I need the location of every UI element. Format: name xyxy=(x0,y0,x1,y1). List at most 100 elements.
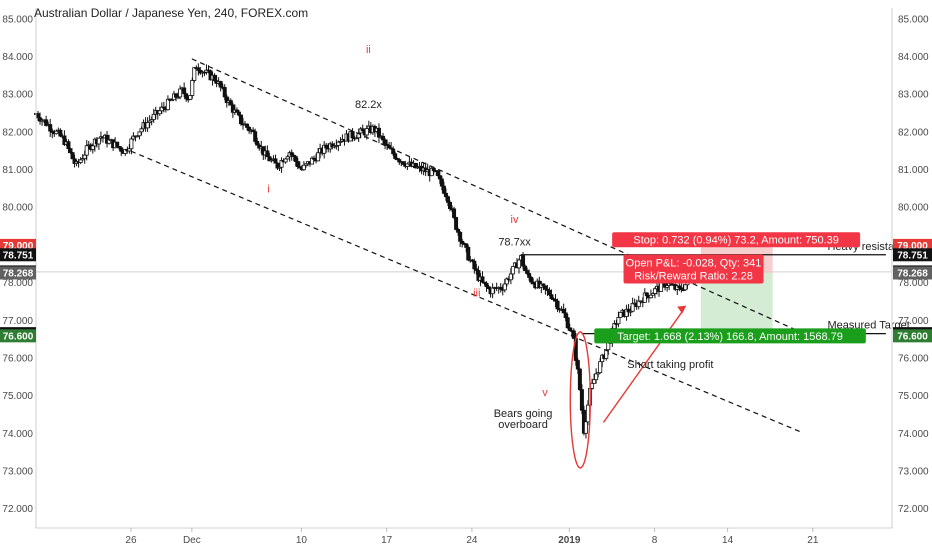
candle-down xyxy=(289,152,294,156)
candle-up xyxy=(364,128,369,136)
profit-arrow-head xyxy=(677,305,687,314)
candle-down xyxy=(563,312,568,319)
stop-label: Stop: 0.732 (0.94%) 73.2, Amount: 750.39 xyxy=(612,232,861,248)
candle-up xyxy=(82,154,87,159)
candle-down xyxy=(472,260,477,270)
candle-up xyxy=(648,294,653,299)
annotation-wave-i: i xyxy=(267,184,269,196)
candle-up xyxy=(683,284,688,291)
price-tag-left-bg xyxy=(0,248,36,262)
candle-down xyxy=(445,196,450,203)
candle-down xyxy=(393,153,398,159)
candle-down xyxy=(295,161,300,167)
candle-down xyxy=(555,300,560,310)
candles xyxy=(34,63,704,439)
stop-label-bg xyxy=(612,232,861,248)
candle-down xyxy=(644,292,649,297)
candle-down xyxy=(58,129,63,137)
candle-down xyxy=(447,201,452,210)
candle-down xyxy=(265,150,270,157)
candle-down xyxy=(529,277,534,283)
candle-up xyxy=(598,361,603,374)
price-tag-left-text: 79.000 xyxy=(3,241,34,252)
y-tick-label-right: 72.000 xyxy=(898,504,929,515)
price-tag-left: 78.751 xyxy=(0,248,36,262)
price-tag-left-bg xyxy=(0,266,36,280)
candle-down xyxy=(577,368,582,390)
candle-up xyxy=(188,95,193,100)
candle-down xyxy=(579,389,584,411)
annotation-wave-v: v xyxy=(542,387,548,399)
candle-down xyxy=(222,87,227,98)
stop-label-text: Stop: 0.732 (0.94%) 73.2, Amount: 750.39 xyxy=(633,235,838,247)
price-tag-right: 78.751 xyxy=(893,248,932,262)
y-tick-label-right: 78.000 xyxy=(898,278,929,289)
price-tag-left-text: 76.600 xyxy=(3,331,34,342)
candle-down xyxy=(293,156,298,162)
y-tick-label-left: 75.000 xyxy=(2,391,33,402)
annotations: ii 82.2x i iv 78.7xx iii v Bears goingoverboard… xyxy=(267,44,911,431)
candle-down xyxy=(255,140,260,146)
y-tick-label-left: 72.000 xyxy=(2,504,33,515)
candle-down xyxy=(541,283,546,287)
candle-up xyxy=(516,259,521,269)
x-tick-label: 14 xyxy=(722,535,734,546)
trendline-lower-channel xyxy=(130,150,801,433)
candle-down xyxy=(480,276,485,283)
y-tick-label-left: 73.000 xyxy=(2,466,33,477)
candle-up xyxy=(165,98,170,111)
candle-down xyxy=(575,360,580,370)
x-tick-label: Dec xyxy=(183,535,201,546)
candle-down xyxy=(484,282,489,288)
candle-up xyxy=(107,139,112,144)
candle-up xyxy=(510,266,515,275)
candle-down xyxy=(441,185,446,194)
candle-down xyxy=(452,208,457,218)
annotation-price-82-2x: 82.2x xyxy=(355,99,382,111)
candle-down xyxy=(464,243,469,248)
candle-up xyxy=(129,138,134,150)
y-tick-label-right: 80.000 xyxy=(898,203,929,214)
pnl-label-bg xyxy=(623,254,764,284)
candle-down xyxy=(525,270,530,274)
candle-down xyxy=(523,265,528,272)
y-tick-label-left: 85.000 xyxy=(2,14,33,25)
annotation-short-profit: Short taking profit xyxy=(627,359,713,371)
annotation-wave-iv: iv xyxy=(511,214,519,226)
candle-up xyxy=(585,404,590,423)
candle-down xyxy=(439,178,444,187)
annotation-wave-iii: iii xyxy=(473,287,480,299)
y-tick-label-left: 82.000 xyxy=(2,127,33,138)
x-tick-label: 24 xyxy=(466,535,478,546)
candle-down xyxy=(275,162,280,169)
candle-down xyxy=(549,294,554,300)
candle-up xyxy=(151,113,156,120)
y-tick-label-right: 81.000 xyxy=(898,165,929,176)
candle-down xyxy=(521,255,526,267)
candle-down xyxy=(115,141,120,147)
candle-down xyxy=(184,93,189,100)
candle-up xyxy=(618,311,623,318)
candle-down xyxy=(182,87,187,95)
candle-up xyxy=(316,152,321,162)
candle-down xyxy=(245,123,250,128)
candle-up xyxy=(583,421,588,434)
candle-down xyxy=(543,285,548,290)
candle-down xyxy=(324,144,329,149)
x-tick-label: 21 xyxy=(807,535,819,546)
crash-ellipse xyxy=(569,331,591,469)
candle-down xyxy=(70,152,75,160)
candle-up xyxy=(594,373,599,381)
candle-down xyxy=(350,131,355,139)
price-tag-left: 76.600 xyxy=(0,329,36,343)
candle-down xyxy=(236,111,241,116)
y-tick-label-right: 82.000 xyxy=(898,127,929,138)
y-tick-label-left: 74.000 xyxy=(2,429,33,440)
candle-down xyxy=(68,148,73,153)
x-tick-label: 8 xyxy=(652,535,658,546)
annotation-wave-ii: ii xyxy=(366,44,371,56)
price-tag-right: 76.600 xyxy=(893,329,932,343)
